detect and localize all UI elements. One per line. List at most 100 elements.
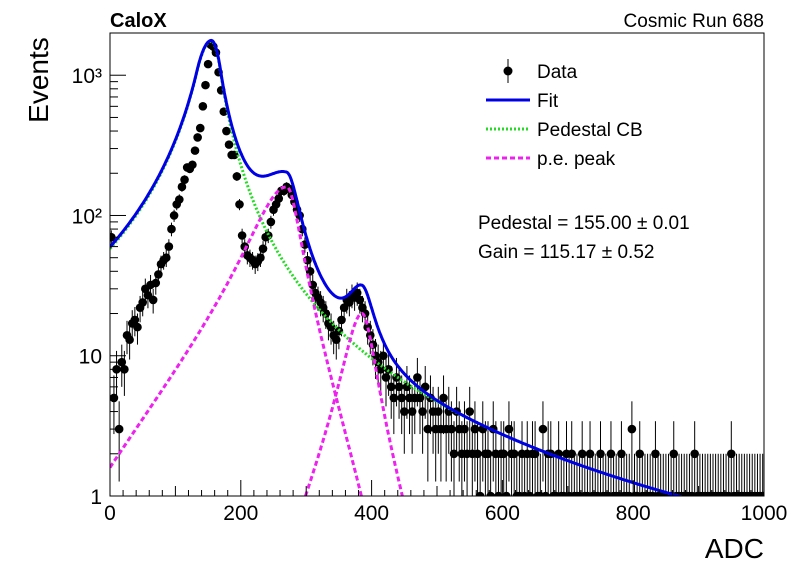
data-point (232, 172, 242, 181)
data-point (164, 239, 174, 256)
data-marker (465, 407, 475, 416)
data-marker (161, 253, 171, 263)
data-point (235, 199, 244, 211)
plot-content (110, 38, 764, 496)
data-point (203, 59, 213, 69)
data-point (148, 288, 158, 314)
x-tick-label: 1000 (741, 502, 788, 525)
data-marker (266, 217, 276, 227)
legend-label: Fit (537, 91, 559, 112)
legend-entry-data: Data (503, 59, 578, 83)
data-point (222, 126, 231, 136)
x-tick-label: 200 (223, 502, 258, 525)
y-tick-label: 10² (72, 205, 102, 228)
data-marker (502, 491, 511, 496)
data-point (161, 249, 171, 267)
data-marker (538, 424, 548, 434)
data-marker (120, 365, 129, 374)
data-point (274, 193, 284, 205)
data-point (167, 222, 176, 237)
x-axis-title: ADC (705, 533, 764, 564)
data-point (258, 241, 268, 258)
data-marker (222, 126, 231, 136)
data-point (190, 146, 200, 155)
data-point (175, 194, 184, 206)
data-marker (164, 242, 174, 251)
data-marker (758, 491, 764, 496)
fit-curve (110, 38, 685, 496)
data-marker (475, 491, 485, 496)
legend-entry-fit: Fit (486, 91, 559, 112)
data-marker (169, 211, 179, 220)
x-tick-label: 0 (104, 502, 116, 525)
data-marker (201, 80, 210, 90)
data-marker (114, 424, 124, 434)
data-marker (193, 133, 202, 142)
data-point (180, 175, 189, 185)
fit-annotations: Pedestal = 155.00 ± 0.01 Gain = 115.17 ± … (478, 213, 690, 263)
y-axis-title: Events (23, 37, 54, 123)
legend-marker (503, 66, 513, 76)
data-marker (439, 393, 448, 403)
data-marker (235, 200, 244, 209)
annotation-pedestal: Pedestal = 155.00 ± 0.01 (478, 213, 690, 234)
legend-entry-pedestal: Pedestal CB (486, 120, 643, 141)
data-point (379, 339, 388, 379)
data-point (201, 80, 210, 90)
data-marker (237, 231, 247, 240)
data-point (133, 313, 142, 345)
axes: 0 200 400 600 800 1000 1 10 10² 10³ (72, 32, 788, 525)
data-marker (232, 172, 242, 181)
data-marker (486, 491, 495, 496)
data-marker (180, 175, 189, 184)
data-marker (224, 140, 234, 149)
y-tick-label: 10³ (72, 65, 102, 88)
data-point (475, 453, 485, 496)
data-point (538, 401, 548, 482)
pe-peak-curve-1 (110, 185, 363, 496)
data-point (188, 160, 197, 170)
legend-label: p.e. peak (537, 149, 616, 170)
legend-entry-pe: p.e. peak (486, 149, 616, 170)
data-point (758, 453, 764, 496)
data-point (237, 228, 247, 244)
plot-area (110, 38, 764, 496)
legend: Data Fit Pedestal CB p.e. peak (486, 59, 643, 170)
legend-label: Data (537, 62, 578, 83)
data-point (502, 453, 511, 496)
data-point (266, 215, 276, 229)
legend-label: Pedestal CB (537, 120, 643, 141)
data-marker (133, 322, 142, 332)
data-marker (167, 224, 176, 234)
data-marker (627, 424, 637, 434)
x-tick-label: 600 (485, 502, 520, 525)
y-tick-label: 1 (90, 486, 102, 509)
data-series (110, 40, 764, 496)
data-point (198, 102, 208, 111)
data-marker (198, 102, 208, 111)
data-marker (274, 194, 284, 203)
data-marker (148, 295, 158, 305)
run-label: Cosmic Run 688 (624, 11, 764, 32)
data-point (177, 182, 187, 192)
data-marker (195, 123, 205, 133)
data-marker (379, 351, 388, 361)
x-tick-label: 400 (354, 502, 389, 525)
data-point (224, 140, 234, 149)
x-tick-label: 800 (616, 502, 651, 525)
data-marker (203, 59, 213, 69)
data-marker (188, 160, 197, 170)
y-tick-label: 10 (79, 346, 102, 369)
annotation-gain: Gain = 115.17 ± 0.52 (478, 242, 654, 263)
data-point (114, 401, 124, 482)
data-point (120, 350, 129, 396)
data-point (169, 209, 179, 222)
data-marker (175, 195, 184, 204)
data-marker (258, 244, 268, 253)
data-marker (263, 231, 273, 240)
data-point (193, 133, 202, 142)
data-point (195, 123, 205, 133)
data-point (486, 453, 495, 496)
experiment-label: CaloX (110, 10, 167, 32)
